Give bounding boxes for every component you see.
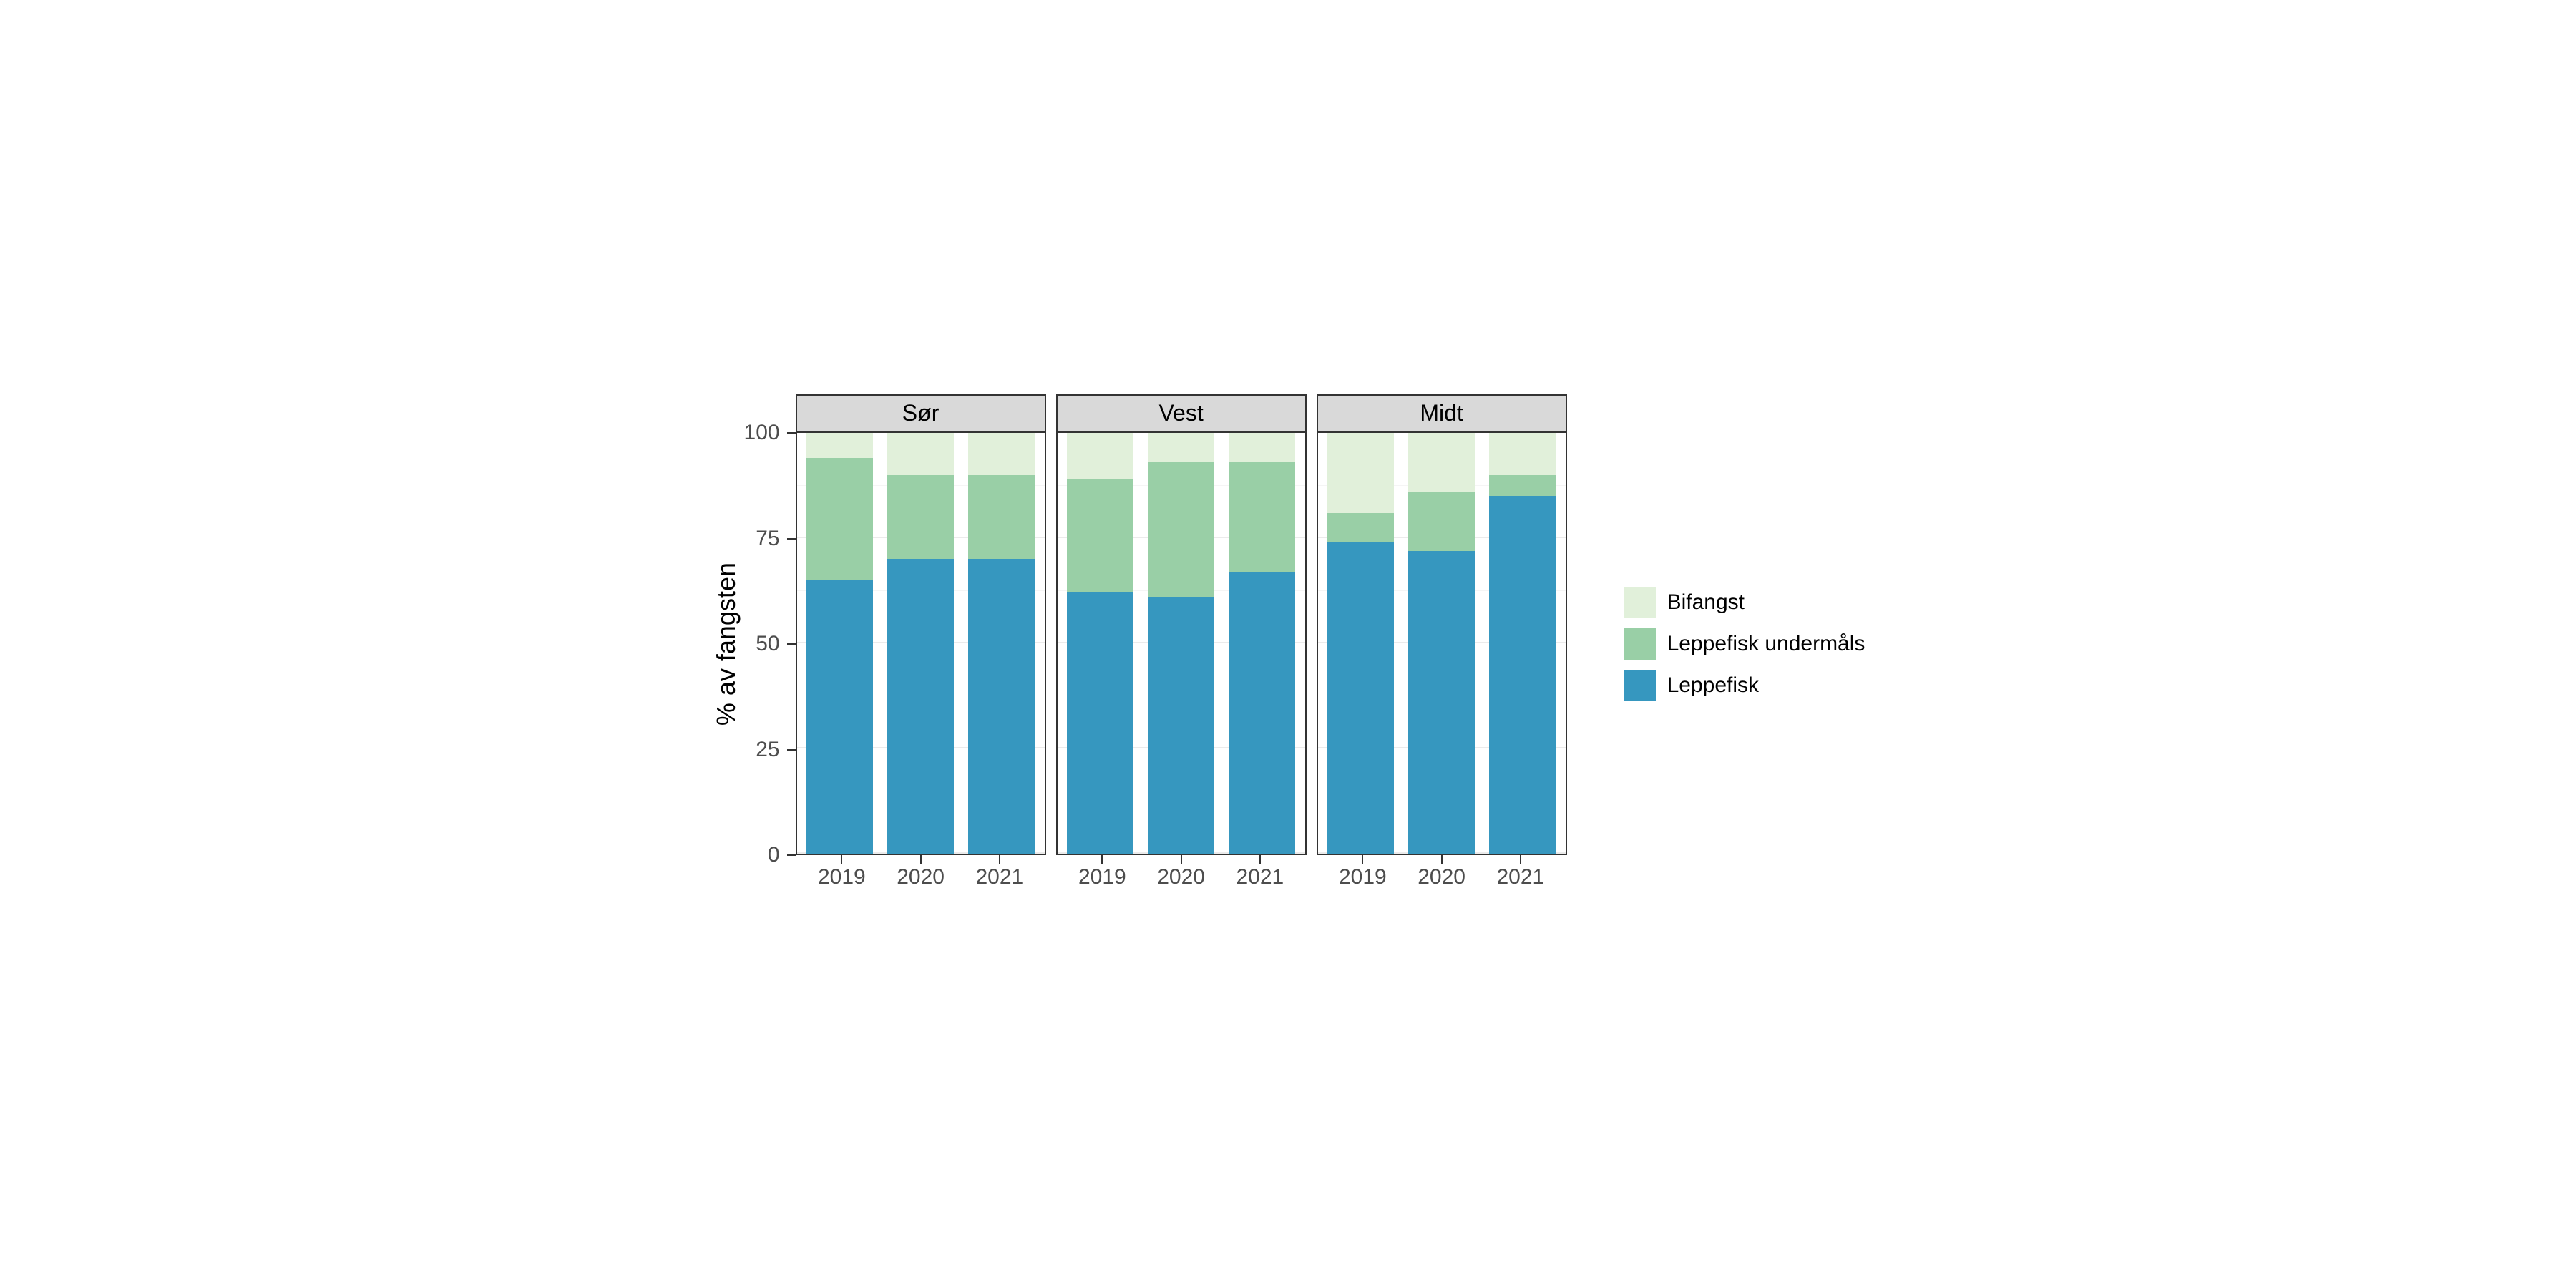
bar-segment-bifangst — [1327, 433, 1393, 513]
bar-stack — [1327, 433, 1393, 854]
y-tick-mark — [787, 854, 796, 856]
bar-segment-leppefisk — [1408, 551, 1474, 854]
x-tick-label: 2020 — [1157, 865, 1205, 889]
x-tick-label: 2021 — [1496, 865, 1544, 889]
facet-strip-label: Vest — [1056, 394, 1307, 433]
x-tick-mark — [1259, 855, 1261, 864]
x-tick-label: 2021 — [975, 865, 1023, 889]
x-tick-mark — [1520, 855, 1521, 864]
bar-stack — [1489, 433, 1555, 854]
facet-panel — [1317, 433, 1567, 855]
bar-segment-bifangst — [887, 433, 953, 475]
bar-segment-undermals — [968, 475, 1034, 560]
bar-segment-undermals — [1229, 462, 1294, 572]
bar-segment-bifangst — [1408, 433, 1474, 492]
bar-segment-leppefisk — [1327, 542, 1393, 854]
y-tick-label: 100 — [744, 421, 780, 445]
x-tick-mark — [841, 855, 842, 864]
bar-segment-undermals — [887, 475, 953, 560]
y-tick-label: 0 — [768, 843, 780, 867]
bar-segment-leppefisk — [968, 559, 1034, 854]
bar-stack — [968, 433, 1034, 854]
y-tick-label: 50 — [756, 632, 779, 656]
facet-strip-label: Sør — [796, 394, 1046, 433]
legend-item: Leppefisk undermåls — [1624, 628, 1865, 660]
bar-segment-undermals — [1148, 462, 1214, 597]
x-tick-mark — [1441, 855, 1443, 864]
facet: Midt — [1317, 394, 1567, 855]
bar-segment-bifangst — [806, 433, 872, 458]
x-axis-ticks: 2019 2020 2021 — [1056, 855, 1307, 894]
bar-segment-bifangst — [1229, 433, 1294, 462]
y-axis-ticks: 0255075100 — [750, 394, 796, 855]
facet-panel — [1056, 433, 1307, 855]
bar-stack — [1408, 433, 1474, 854]
bar-segment-leppefisk — [1229, 572, 1294, 854]
x-tick-label: 2019 — [1078, 865, 1126, 889]
legend-swatch — [1624, 587, 1656, 618]
bar-stack — [1067, 433, 1133, 854]
plot-and-xaxis: 0255075100 SørVestMidt 20192020202120192… — [750, 394, 1567, 894]
chart-root: % av fangsten 0 25 50 75 100 Sør Vest Midt 201… — [0, 0, 2576, 1288]
x-axis-ticks-row: 2019 2020 2021 2019 2020 2021 2019 2020 2021 — [796, 855, 1567, 894]
bar-segment-bifangst — [1148, 433, 1214, 462]
bar-segment-undermals — [1327, 513, 1393, 542]
x-tick-mark — [1362, 855, 1363, 864]
bars-container — [797, 433, 1045, 854]
y-tick-mark — [787, 749, 796, 751]
bar-segment-bifangst — [1489, 433, 1555, 475]
legend-swatch — [1624, 628, 1656, 660]
bar-segment-bifangst — [1067, 433, 1133, 479]
y-ticks-and-panels: 0255075100 SørVestMidt — [750, 394, 1567, 855]
bar-segment-leppefisk — [806, 580, 872, 854]
legend-swatch — [1624, 670, 1656, 701]
bars-container — [1058, 433, 1305, 854]
bar-segment-undermals — [806, 458, 872, 580]
x-tick-mark — [999, 855, 1000, 864]
facet: Vest — [1056, 394, 1307, 855]
bar-segment-leppefisk — [1148, 597, 1214, 854]
x-axis-ticks: 2019 2020 2021 — [796, 855, 1046, 894]
legend-label: Leppefisk — [1667, 673, 1759, 698]
plot-outer: % av fangsten 0 25 50 75 100 Sør Vest Midt 201… — [711, 394, 1567, 894]
facet-panel — [796, 433, 1046, 855]
y-axis-title: % av fangsten — [711, 562, 741, 726]
bar-segment-bifangst — [968, 433, 1034, 475]
y-tick-mark — [787, 432, 796, 434]
bar-stack — [887, 433, 953, 854]
y-tick-mark — [787, 538, 796, 540]
facet-strip-label: Midt — [1317, 394, 1567, 433]
bar-segment-leppefisk — [887, 559, 953, 854]
bar-segment-undermals — [1408, 492, 1474, 550]
bar-stack — [1229, 433, 1294, 854]
x-tick-mark — [1181, 855, 1182, 864]
bars-container — [1318, 433, 1566, 854]
x-tick-label: 2019 — [818, 865, 866, 889]
bar-segment-leppefisk — [1067, 592, 1133, 854]
y-tick-mark — [787, 643, 796, 645]
x-tick-mark — [1101, 855, 1103, 864]
legend-item: Bifangst — [1624, 587, 1865, 618]
legend: Bifangst Leppefisk undermåls Leppefisk — [1624, 587, 1865, 701]
bar-stack — [1148, 433, 1214, 854]
legend-label: Leppefisk undermåls — [1667, 632, 1865, 656]
x-tick-mark — [920, 855, 922, 864]
bar-segment-undermals — [1067, 479, 1133, 593]
x-tick-label: 2020 — [1418, 865, 1465, 889]
y-tick-label: 75 — [756, 527, 779, 551]
bar-segment-undermals — [1489, 475, 1555, 496]
facet-panels: Sør Vest Midt — [796, 394, 1567, 855]
bar-segment-leppefisk — [1489, 496, 1555, 854]
legend-label: Bifangst — [1667, 590, 1745, 615]
legend-item: Leppefisk — [1624, 670, 1865, 701]
x-axis-ticks: 2019 2020 2021 — [1317, 855, 1567, 894]
x-tick-label: 2019 — [1339, 865, 1387, 889]
bar-stack — [806, 433, 872, 854]
x-tick-label: 2021 — [1236, 865, 1284, 889]
y-tick-label: 25 — [756, 738, 779, 762]
x-tick-label: 2020 — [897, 865, 945, 889]
facet: Sør — [796, 394, 1046, 855]
